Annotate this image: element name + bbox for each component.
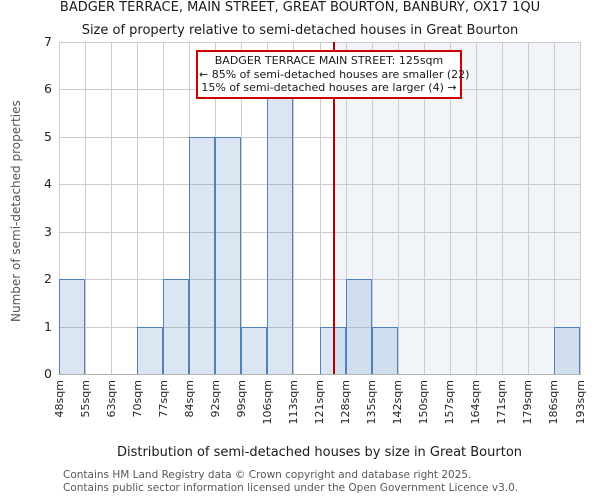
vertical-gridline xyxy=(345,42,347,374)
vertical-gridline xyxy=(293,42,295,374)
histogram-bar xyxy=(267,89,294,374)
histogram-bar xyxy=(241,326,268,374)
chart-subtitle: Size of property relative to semi-detach… xyxy=(81,23,519,38)
x-tick-label: 150sqm xyxy=(417,380,431,425)
x-tick-label: 77sqm xyxy=(156,380,170,418)
annotation-line-2: ← 85% of semi-detached houses are smalle… xyxy=(199,67,470,81)
x-tick-label: 113sqm xyxy=(286,380,300,425)
chart-title: BADGER TERRACE, MAIN STREET, GREAT BOURT… xyxy=(59,0,541,15)
y-tick-label: 4 xyxy=(44,176,52,192)
histogram-bar xyxy=(553,326,580,374)
vertical-gridline xyxy=(580,42,581,374)
footer-line-1: Contains HM Land Registry data © Crown c… xyxy=(63,469,472,481)
x-tick-label: 106sqm xyxy=(260,380,274,425)
histogram-bar xyxy=(189,136,216,374)
x-tick-label: 92sqm xyxy=(208,380,222,418)
x-tick-label: 121sqm xyxy=(313,380,326,425)
vertical-gridline xyxy=(59,42,60,374)
y-tick-label: 2 xyxy=(44,271,52,287)
vertical-gridline xyxy=(553,42,555,374)
vertical-gridline xyxy=(501,42,503,374)
y-tick-label: 0 xyxy=(44,366,52,381)
license-footer: Contains HM Land Registry data © Crown c… xyxy=(63,469,518,494)
vertical-gridline xyxy=(163,42,165,374)
x-tick-label: 99sqm xyxy=(234,380,248,418)
x-axis-title: Distribution of semi-detached houses by … xyxy=(116,445,523,460)
x-tick-label: 157sqm xyxy=(443,380,457,425)
x-tick-label: 171sqm xyxy=(495,380,509,425)
x-tick-label: 55sqm xyxy=(78,380,92,418)
y-tick-label: 7 xyxy=(44,34,52,49)
x-axis-line xyxy=(58,373,581,375)
histogram-bar xyxy=(371,326,398,374)
histogram-bar xyxy=(59,279,86,374)
y-tick-label: 3 xyxy=(44,223,52,239)
x-tick-label: 135sqm xyxy=(365,380,379,425)
x-tick-label: 48sqm xyxy=(52,380,66,418)
vertical-gridline xyxy=(449,42,451,374)
histogram-bar xyxy=(319,326,346,374)
histogram-bar xyxy=(345,279,372,374)
x-tick-label: 142sqm xyxy=(391,380,405,425)
annotation-line-3: 15% of semi-detached houses are larger (… xyxy=(201,81,457,94)
annotation-line-1: BADGER TERRACE MAIN STREET: 125sqm xyxy=(214,54,444,67)
y-tick-label: 1 xyxy=(44,318,52,334)
property-annotation-box: BADGER TERRACE MAIN STREET: 125sqm ← 85%… xyxy=(196,50,470,99)
vertical-gridline xyxy=(371,42,373,374)
x-tick-label: 193sqm xyxy=(573,380,587,425)
vertical-gridline xyxy=(475,42,477,374)
histogram-bar xyxy=(215,136,242,374)
x-tick-label: 70sqm xyxy=(130,380,144,418)
histogram-bar xyxy=(163,279,190,374)
vertical-gridline xyxy=(397,42,399,374)
y-tick-label: 5 xyxy=(44,128,52,144)
property-size-marker-line xyxy=(333,42,336,374)
x-tick-label: 164sqm xyxy=(469,380,483,425)
x-tick-label: 186sqm xyxy=(547,380,561,425)
x-tick-label: 128sqm xyxy=(339,380,353,425)
vertical-gridline xyxy=(527,42,529,374)
vertical-gridline xyxy=(137,42,139,374)
vertical-gridline xyxy=(423,42,425,374)
x-tick-label: 84sqm xyxy=(182,380,196,418)
y-tick-label: 6 xyxy=(44,81,52,97)
x-tick-label: 179sqm xyxy=(521,380,535,425)
vertical-gridline xyxy=(319,42,321,374)
histogram-bar xyxy=(137,326,164,374)
vertical-gridline xyxy=(111,42,113,374)
vertical-gridline xyxy=(241,42,243,374)
y-axis-title: Number of semi-detached properties xyxy=(9,100,23,322)
footer-line-2: Contains public sector information licen… xyxy=(63,481,519,494)
x-tick-label: 63sqm xyxy=(104,380,118,418)
vertical-gridline xyxy=(85,42,87,374)
